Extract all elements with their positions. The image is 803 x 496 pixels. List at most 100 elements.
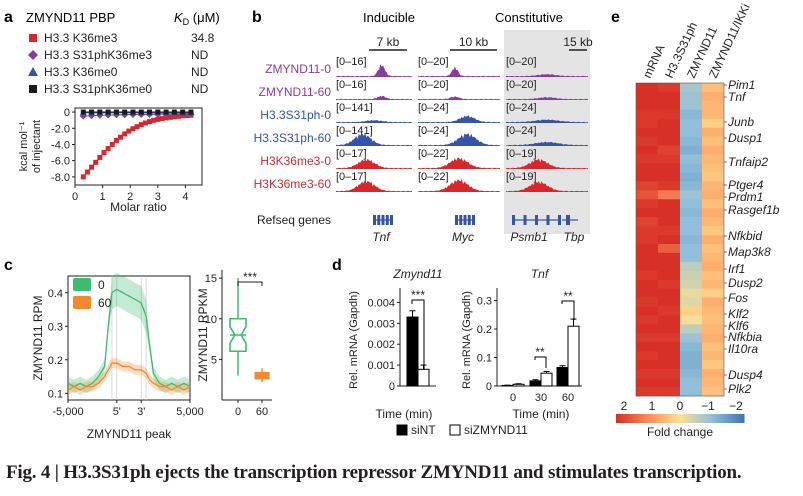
x-tick-label: 2: [127, 191, 133, 203]
colorbar-segment: [662, 414, 665, 423]
gene-label: Dusp1: [728, 131, 763, 145]
colorbar-segment: [664, 414, 667, 423]
heatmap-cell: [658, 315, 680, 325]
heatmap-cell: [702, 172, 724, 182]
track-range-label: [0–24]: [418, 125, 449, 137]
gene-label: Nfkbid: [728, 229, 762, 243]
heatmap-cell: [702, 360, 724, 370]
colorbar-segment: [634, 414, 637, 423]
heatmap-cell: [680, 369, 702, 379]
heatmap-cell: [680, 91, 702, 102]
heatmap-cell: [702, 199, 724, 209]
y-tick-label: -8.0: [51, 172, 70, 184]
heatmap-cell: [658, 324, 680, 334]
heatmap-cell: [658, 172, 680, 182]
heatmap-cell: [636, 199, 658, 209]
data-point-square: [93, 159, 99, 165]
x-tick-label: 5,000: [176, 406, 204, 418]
x-tick-label: 1: [100, 191, 106, 203]
heatmap-cell: [658, 297, 680, 307]
colorbar-segment: [668, 414, 671, 423]
legend-label: siNT: [411, 423, 436, 437]
significance-label: **: [563, 289, 573, 303]
y-tick-label: 0.3: [48, 321, 63, 333]
bar-sint: [406, 316, 419, 387]
y-axis-label: Rel. mRNA (Gapdh): [461, 291, 473, 389]
heatmap-cell: [636, 369, 658, 379]
gene-label: Junb: [727, 115, 754, 129]
chart-title: Zmynd11: [392, 267, 442, 281]
heatmap-cell: [636, 163, 658, 173]
significance-label: **: [535, 345, 545, 359]
panel-a-kd-header: KD (μM): [174, 10, 220, 27]
heatmap-cell: [658, 190, 680, 200]
colorbar-segment: [626, 414, 629, 423]
bar-sizmynd11: [540, 372, 553, 387]
significance-label: ***: [411, 288, 425, 302]
heatmap-cell: [636, 360, 658, 370]
heatmap-cell: [702, 83, 724, 93]
colorbar-segment: [692, 414, 695, 423]
y-tick-label: 0: [64, 107, 70, 119]
group-inducible-label: Inducible: [363, 10, 415, 25]
heatmap-cell: [658, 351, 680, 361]
heatmap-cell: [658, 109, 680, 120]
colorbar-segment: [728, 414, 731, 423]
data-point-square: [184, 113, 190, 119]
scale-bar-label: 15 kb: [563, 35, 593, 49]
legend-marker-square: [29, 34, 37, 42]
heatmap-cell: [702, 351, 724, 361]
heatmap-cell: [680, 270, 702, 281]
gene-label: Tnf: [728, 90, 747, 104]
x-axis-label: Time (min): [376, 407, 433, 421]
y-tick-label: 0.1: [48, 388, 63, 400]
legend-label: 0: [98, 278, 105, 292]
colorbar-segment: [712, 414, 715, 423]
heatmap-cell: [702, 243, 724, 254]
y-tick-label: -6.0: [51, 156, 70, 168]
heatmap-cell: [680, 217, 702, 227]
data-point-square: [105, 109, 111, 115]
heatmap-cell: [658, 208, 680, 218]
colorbar-segment: [642, 414, 645, 423]
heatmap-cell: [680, 315, 702, 325]
heatmap-cell: [636, 217, 658, 227]
heatmap-cell: [658, 306, 680, 316]
gene-label: Nfkbia: [728, 330, 762, 344]
scale-bar-label: 10 kb: [459, 35, 489, 49]
colorbar-segment: [700, 414, 703, 423]
heatmap-cell: [636, 243, 658, 254]
track-range-label: [0–19]: [506, 148, 537, 160]
scale-bar-label: 7 kb: [377, 35, 400, 49]
heatmap-cell: [680, 109, 702, 120]
colorbar-segment: [710, 414, 713, 423]
colorbar-segment: [702, 414, 705, 423]
colorbar-segment: [640, 414, 643, 423]
colorbar-segment: [720, 414, 723, 423]
track-range-label: [0–20]: [418, 56, 449, 68]
legend-marker-diamond: [28, 50, 38, 60]
heatmap-cell: [680, 360, 702, 370]
bar-sizmynd11: [512, 383, 525, 387]
data-point-square: [142, 120, 148, 126]
y-tick-label: 10: [205, 314, 217, 326]
kd-value: 34.8: [191, 31, 215, 45]
track-signal: [336, 95, 412, 100]
data-point-square: [180, 109, 186, 115]
track-range-label: [0–24]: [506, 125, 537, 137]
heatmap-cell: [702, 342, 724, 352]
heatmap-cell: [680, 127, 702, 137]
heatmap-cell: [636, 136, 658, 146]
track-range-label: [0–141]: [336, 125, 373, 137]
heatmap-cell: [658, 100, 680, 111]
data-point-square: [118, 134, 124, 140]
heatmap-cell: [680, 297, 702, 307]
heatmap-cell: [680, 342, 702, 352]
y-tick-label: 0: [389, 381, 395, 393]
heatmap-cell: [636, 351, 658, 361]
data-point-square: [122, 131, 128, 137]
data-point-square: [126, 128, 132, 134]
track-range-label: [0–19]: [506, 171, 537, 183]
plot-frame: [67, 275, 191, 401]
y-tick-label: 0.001: [367, 360, 395, 372]
